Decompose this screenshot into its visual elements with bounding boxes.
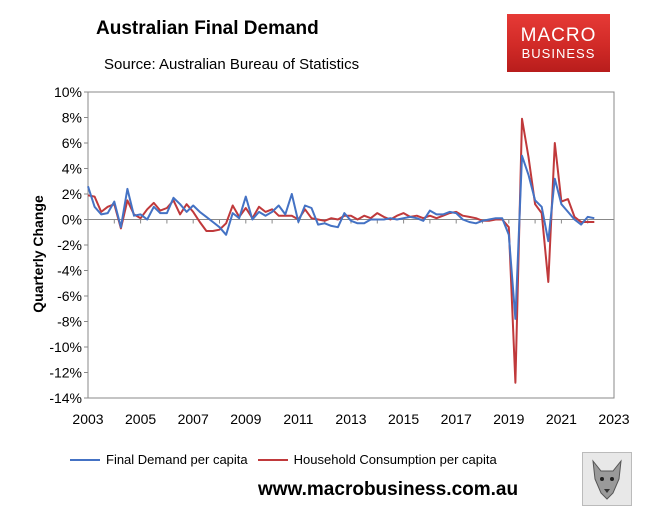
legend-label-household-consumption: Household Consumption per capita — [293, 452, 497, 467]
chart-subtitle: Source: Australian Bureau of Statistics — [104, 56, 360, 73]
footer-url: www.macrobusiness.com.au — [258, 479, 519, 500]
x-tick-label: 2011 — [283, 411, 313, 427]
y-tick-label: -6% — [57, 288, 82, 304]
macrobusiness-logo: MACRO BUSINESS — [507, 14, 610, 72]
chart-legend: Final Demand per capita Household Consum… — [70, 452, 507, 467]
logo-line2: BUSINESS — [521, 46, 596, 61]
x-tick-label: 2007 — [178, 411, 209, 427]
y-tick-label: 6% — [62, 135, 82, 151]
y-tick-label: -4% — [57, 263, 82, 279]
y-tick-label: 4% — [62, 161, 82, 177]
legend-item-final-demand: Final Demand per capita — [70, 452, 248, 467]
x-tick-label: 2013 — [335, 411, 366, 427]
legend-swatch-final-demand — [70, 458, 100, 461]
x-tick-label: 2005 — [125, 411, 156, 427]
x-tick-label: 2003 — [72, 411, 103, 427]
y-tick-label: -14% — [49, 390, 82, 406]
series-line-final-demand — [87, 154, 595, 320]
y-tick-label: -2% — [57, 237, 82, 253]
y-tick-label: -12% — [49, 365, 82, 381]
x-tick-label: 2009 — [230, 411, 261, 427]
y-tick-label: 2% — [62, 186, 82, 202]
logo-line1: MACRO — [520, 25, 597, 46]
x-tick-label: 2017 — [441, 411, 472, 427]
y-tick-label: 8% — [62, 110, 82, 126]
x-tick-label: 2021 — [546, 411, 577, 427]
legend-item-household-consumption: Household Consumption per capita — [257, 452, 497, 467]
wolf-icon — [582, 452, 632, 506]
y-tick-label: 0% — [62, 212, 82, 228]
plot-area — [87, 91, 615, 399]
legend-swatch-household-consumption — [257, 458, 288, 461]
chart-title: Australian Final Demand — [96, 18, 319, 39]
legend-label-final-demand: Final Demand per capita — [106, 452, 248, 467]
x-tick-label: 2023 — [598, 411, 629, 427]
y-tick-label: -8% — [57, 314, 82, 330]
x-tick-label: 2015 — [388, 411, 419, 427]
y-tick-label: -10% — [49, 339, 82, 355]
y-tick-label: 10% — [54, 84, 82, 100]
x-tick-label: 2019 — [493, 411, 524, 427]
